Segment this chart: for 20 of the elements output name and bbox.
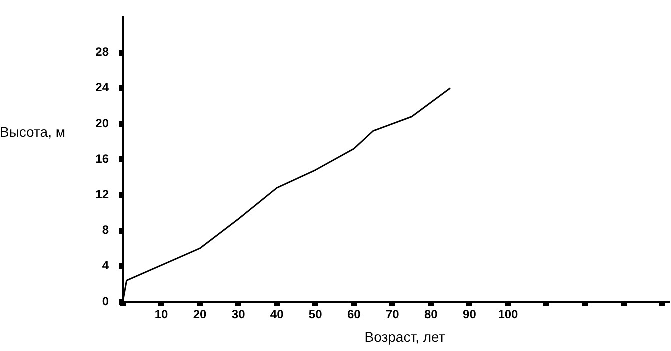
- x-tick-label: 80: [424, 308, 438, 322]
- x-tick-label: 20: [193, 308, 208, 322]
- y-tick-label: 16: [96, 152, 110, 166]
- y-tick-label: 0: [102, 294, 110, 308]
- y-tick-label: 8: [102, 223, 110, 238]
- x-tick-label: 70: [386, 308, 400, 322]
- x-tick-label: 100: [498, 308, 519, 322]
- x-tick-label: 30: [232, 308, 246, 322]
- y-tick-label: 12: [96, 188, 110, 202]
- y-tick-label: 20: [96, 116, 110, 130]
- x-tick-label: 60: [347, 308, 362, 322]
- x-axis-title: Возраст, лет: [364, 329, 446, 345]
- x-tick-label: 40: [270, 308, 284, 322]
- x-tick-label: 90: [463, 308, 477, 322]
- y-tick-label: 28: [96, 45, 110, 60]
- y-tick-label: 24: [96, 80, 110, 95]
- y-axis-title: Высота, м: [0, 124, 66, 140]
- x-tick-label: 50: [308, 308, 323, 322]
- x-tick-label: 10: [154, 308, 169, 322]
- y-tick-label: 4: [102, 258, 110, 273]
